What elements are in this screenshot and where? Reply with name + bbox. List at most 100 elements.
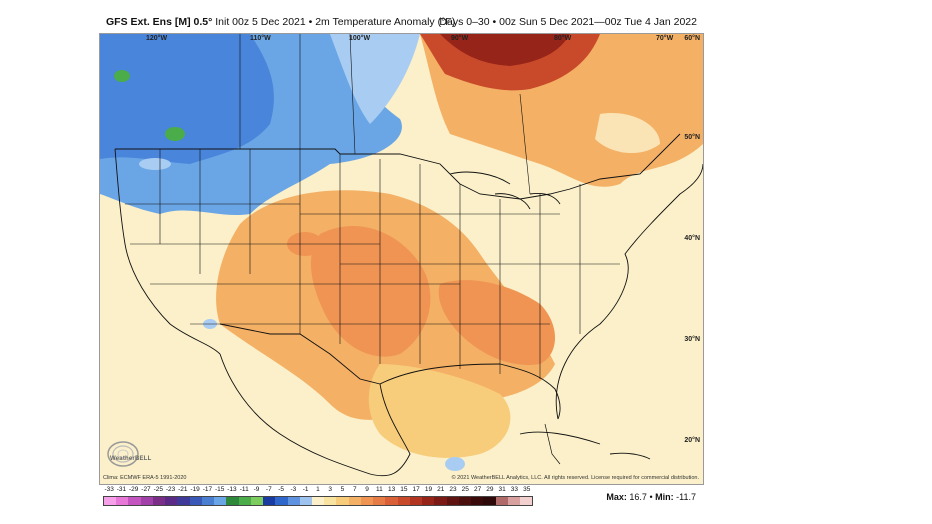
legend-swatch — [214, 497, 227, 505]
lon-label: 80°W — [554, 35, 572, 42]
legend-value: -21 — [178, 486, 188, 493]
legend-value: 15 — [400, 486, 408, 493]
green-pocket — [114, 70, 130, 82]
us-mexico-border — [219, 323, 381, 385]
weatherbell-logo-icon — [107, 441, 139, 467]
color-legend: -33 -31 -29 -27 -25 -23 -21 -19 -17 -15 -13 -11 -9 -7… — [103, 486, 533, 510]
legend-swatch — [104, 497, 117, 505]
florida-keys — [544, 423, 561, 465]
min-value: -11.7 — [676, 492, 696, 502]
near-normal-region — [595, 113, 660, 154]
legend-value: -25 — [153, 486, 163, 493]
legend-values: -33 -31 -29 -27 -25 -23 -21 -19 -17 -15 -13 -11 -9 -7… — [103, 486, 533, 496]
legend-swatch — [519, 497, 533, 505]
legend-swatch — [177, 497, 190, 505]
stats-separator: • — [649, 492, 653, 502]
light-cold-pocket — [139, 158, 171, 170]
strong-warm-region — [438, 280, 555, 365]
gulf-warm-region — [368, 364, 511, 458]
legend-value: -31 — [116, 486, 127, 493]
legend-swatch — [287, 497, 300, 505]
legend-value: 27 — [473, 486, 482, 493]
legend-swatch — [360, 497, 374, 505]
legend-swatch — [373, 497, 386, 505]
lon-label: 90°W — [451, 35, 469, 42]
min-label: Min: — [655, 492, 674, 502]
legend-value: 1 — [316, 486, 320, 493]
legend-swatch — [263, 497, 276, 505]
gulf-coastline — [379, 363, 561, 420]
near-normal-region — [438, 150, 530, 216]
legend-swatch — [507, 497, 520, 505]
political-boundaries — [114, 34, 703, 477]
model-name: GFS Ext. Ens [M] 0.5° — [106, 16, 213, 28]
lon-label: 100°W — [349, 35, 371, 42]
legend-swatch — [336, 497, 349, 505]
legend-value: 35 — [523, 486, 531, 493]
legend-swatch — [275, 497, 288, 505]
max-min-stats: Max: 16.7 • Min: -11.7 — [606, 492, 696, 502]
lat-label: 20°N — [684, 437, 700, 444]
legend-swatch — [422, 497, 435, 505]
legend-swatch — [458, 497, 472, 505]
green-pocket — [165, 127, 185, 141]
legend-colorbar — [103, 496, 533, 506]
legend-value: -19 — [190, 486, 200, 493]
legend-swatch — [152, 497, 166, 505]
state-lines — [125, 203, 620, 325]
legend-swatch — [299, 497, 312, 505]
legend-swatch — [446, 497, 459, 505]
logo-text: WeatherBELL — [110, 456, 152, 462]
legend-value: 33 — [510, 486, 519, 493]
legend-swatch — [397, 497, 410, 505]
legend-value: 3 — [328, 486, 333, 493]
legend-swatch — [348, 497, 361, 505]
west-coastline — [114, 148, 221, 355]
legend-swatch — [238, 497, 251, 505]
legend-swatch — [495, 497, 508, 505]
copyright-notice: © 2021 WeatherBELL Analytics, LLC. All r… — [451, 475, 699, 481]
legend-value: -23 — [165, 486, 176, 493]
great-lakes-shoreline — [449, 171, 561, 210]
legend-swatch — [311, 497, 325, 505]
lat-label: 60°N — [684, 35, 700, 42]
legend-swatch — [471, 497, 484, 505]
legend-swatch — [116, 497, 129, 505]
legend-value: 7 — [352, 486, 357, 493]
lat-label: 50°N — [684, 134, 700, 141]
light-cold-region — [330, 34, 420, 124]
legend-swatch — [324, 497, 337, 505]
legend-swatch — [128, 497, 141, 505]
legend-swatch — [409, 497, 423, 505]
temperature-anomaly-map: 120°W 110°W 100°W 90°W 80°W 70°W 60°N 50… — [99, 33, 704, 485]
caribbean-islands — [519, 431, 651, 460]
legend-swatch — [250, 497, 264, 505]
legend-swatch — [189, 497, 202, 505]
legend-swatch — [483, 497, 496, 505]
legend-value: -5 — [278, 486, 284, 493]
lat-label: 30°N — [684, 336, 700, 343]
legend-value: -17 — [202, 486, 213, 493]
legend-value: -33 — [104, 486, 114, 493]
legend-value: 21 — [437, 486, 445, 493]
legend-swatch — [201, 497, 215, 505]
legend-value: -1 — [302, 486, 309, 493]
legend-value: -27 — [141, 486, 151, 493]
legend-value: 19 — [424, 486, 433, 493]
legend-value: 11 — [375, 486, 383, 493]
legend-value: -15 — [214, 486, 225, 493]
legend-value: 13 — [387, 486, 396, 493]
lat-label: 40°N — [684, 235, 700, 242]
legend-swatch — [165, 497, 178, 505]
lon-label: 120°W — [146, 35, 168, 42]
legend-value: -29 — [129, 486, 139, 493]
legend-value: 29 — [486, 486, 494, 493]
legend-value: -9 — [253, 486, 260, 493]
legend-value: 5 — [340, 486, 345, 493]
map-title: GFS Ext. Ens [M] 0.5° Init 00z 5 Dec 202… — [106, 16, 455, 28]
climatology-note: Clima: ECMWF ERA-5 1991-2020 — [103, 475, 187, 481]
legend-value: -13 — [227, 486, 237, 493]
light-cold-pocket — [445, 457, 465, 471]
province-lines — [239, 34, 531, 195]
legend-swatch — [385, 497, 398, 505]
